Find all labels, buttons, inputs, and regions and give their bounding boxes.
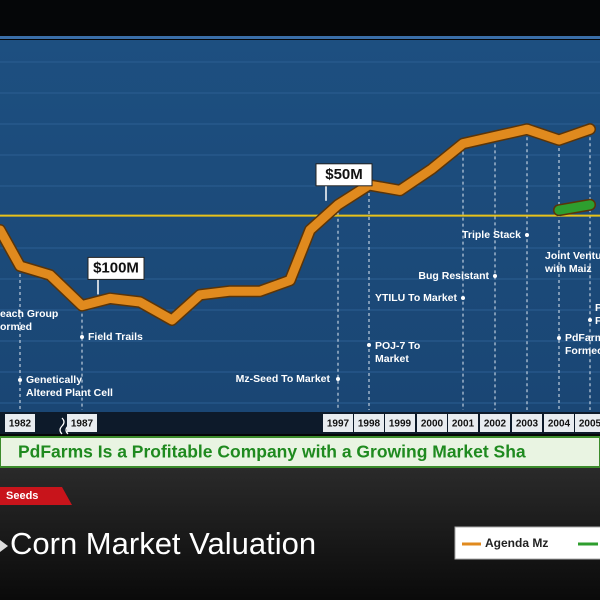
x-tick-label: 1999 [389,419,412,430]
event-label: Mz-Seed To Market [236,373,331,385]
event-label: Altered Plant Cell [26,387,113,399]
x-tick-label: 1998 [358,419,381,430]
event-label: P [595,302,600,314]
year-box [67,414,97,432]
event-dot [493,274,497,278]
event-dot [525,233,529,237]
event-label: ormed [0,321,32,333]
event-label: Bug Resistant [418,270,489,282]
event-dot [557,336,561,340]
event-label: F [595,315,600,327]
year-box [5,414,35,432]
x-tick-label: 2002 [484,419,507,430]
callout-label: $100M [93,259,139,276]
chart-title: Corn Market Valuation [10,526,316,561]
year-box [323,414,353,432]
event-label: each Group [0,308,58,320]
x-tick-label: 2000 [421,419,444,430]
callout-label: $50M [325,166,363,183]
year-box [448,414,478,432]
event-dot [367,343,371,347]
top-rule [0,36,600,39]
event-dot [336,377,340,381]
event-label: Joint Ventu [545,250,600,262]
event-dot [80,335,84,339]
year-box [417,414,447,432]
series-line [554,200,595,215]
series-line [0,124,595,325]
event-label: Triple Stack [462,229,521,241]
year-box [575,414,600,432]
banner: PdFarms Is a Profitable Company with a G… [18,442,526,462]
x-tick-label: 2004 [548,419,571,430]
event-label: Genetically [26,374,82,386]
banner-box [0,436,600,468]
event-dot [18,378,22,382]
year-box [354,414,384,432]
x-tick-label: 1997 [327,419,350,430]
year-box [512,414,542,432]
event-dot [461,296,465,300]
tab-shape [0,487,72,505]
plot-area [0,40,600,412]
event-label: with Maiz [544,263,592,275]
x-tick-label: 2005 [579,419,600,430]
legend-label: Agenda Mz [485,536,548,550]
event-dot [588,318,592,322]
event-label: Field Trails [88,331,143,343]
year-box [385,414,415,432]
event-label: Market [375,353,409,365]
callout-box [315,163,373,187]
x-tick-label: 1982 [9,419,32,430]
x-tick-label: 1987 [71,419,94,430]
title-arrow [0,540,8,552]
event-label: POJ-7 To [375,340,420,352]
year-box [544,414,574,432]
grid [0,61,600,404]
x-tick-label: 2003 [516,419,539,430]
callout-box [87,256,145,280]
event-label: PdFarm [565,332,600,344]
tab-label: Seeds [6,490,38,502]
event-label: Formec [565,345,600,357]
year-box [480,414,510,432]
x-tick-label: 2001 [452,419,475,430]
event-label: YTILU To Market [375,292,458,304]
